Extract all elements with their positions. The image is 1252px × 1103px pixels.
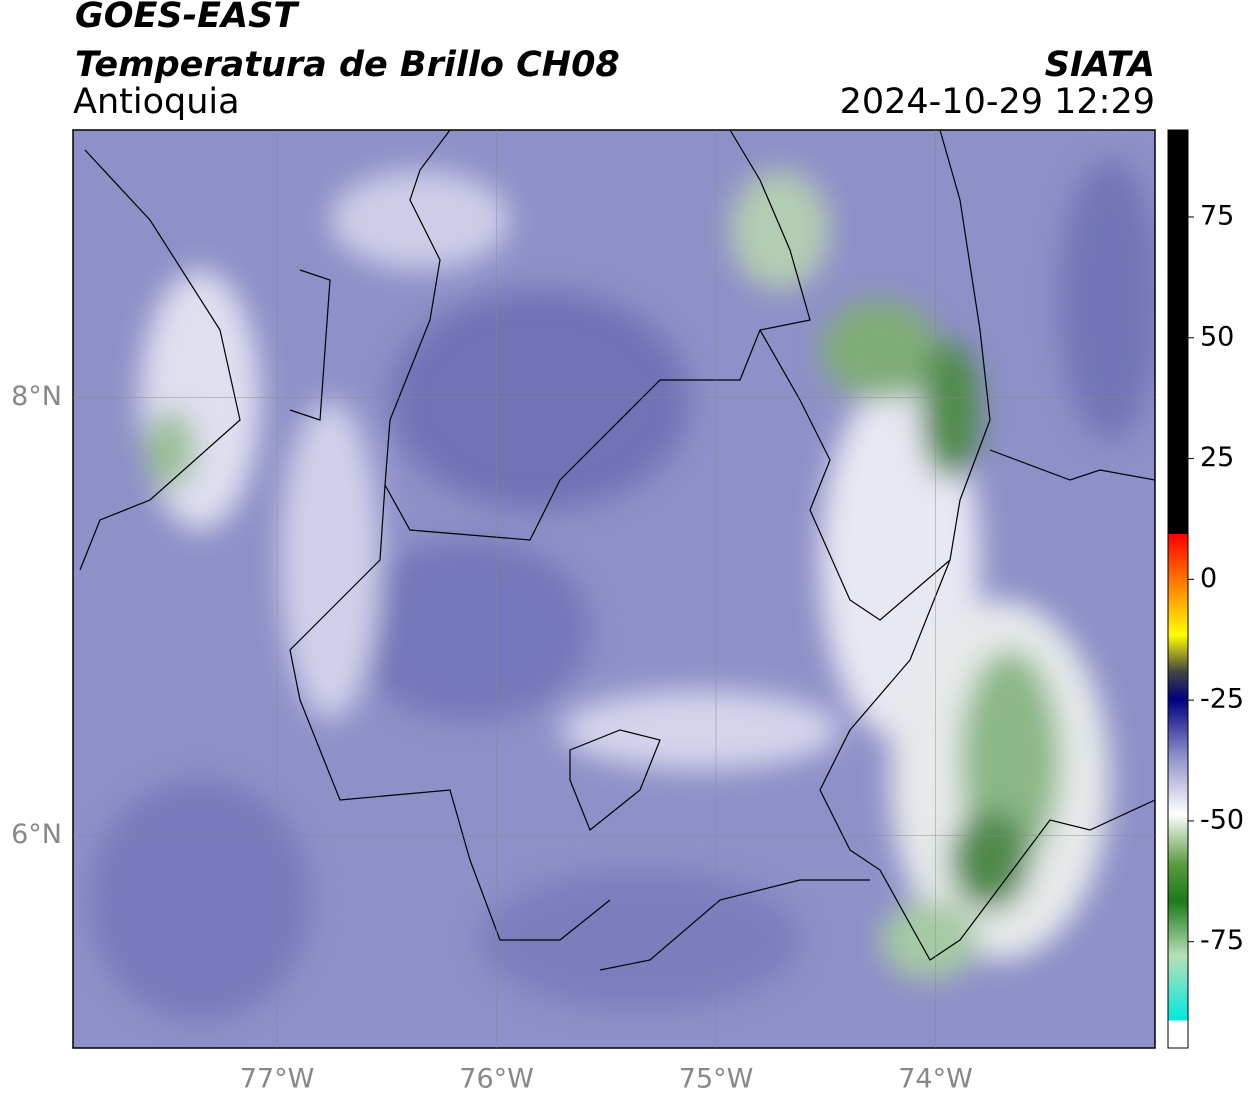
colorbar-tick-label: 75 xyxy=(1200,200,1234,231)
subtitle: Temperatura de Brillo CH08 xyxy=(75,45,620,85)
satellite-image xyxy=(73,130,1155,1048)
colorbar-tick-label: 0 xyxy=(1200,563,1217,594)
source: SIATA xyxy=(1045,45,1155,85)
title: GOES-EAST xyxy=(75,0,300,36)
y-tick-label: 6°N xyxy=(11,819,62,850)
datetime: 2024-10-29 12:29 xyxy=(840,82,1155,122)
colorbar-tick-label: 50 xyxy=(1200,321,1234,352)
colorbar xyxy=(1167,129,1189,1049)
y-tick-label: 8°N xyxy=(11,381,62,412)
colorbar-tick-label: -25 xyxy=(1200,684,1244,715)
region: Antioquia xyxy=(73,82,240,122)
x-tick-label: 77°W xyxy=(240,1064,315,1095)
colorbar-tick-label: -75 xyxy=(1200,925,1244,956)
x-tick-label: 75°W xyxy=(679,1064,754,1095)
x-tick-label: 76°W xyxy=(459,1064,534,1095)
colorbar-tick-label: -50 xyxy=(1200,804,1244,835)
map-frame xyxy=(72,129,1156,1049)
colorbar-tick-label: 25 xyxy=(1200,442,1234,473)
x-tick-label: 74°W xyxy=(898,1064,973,1095)
